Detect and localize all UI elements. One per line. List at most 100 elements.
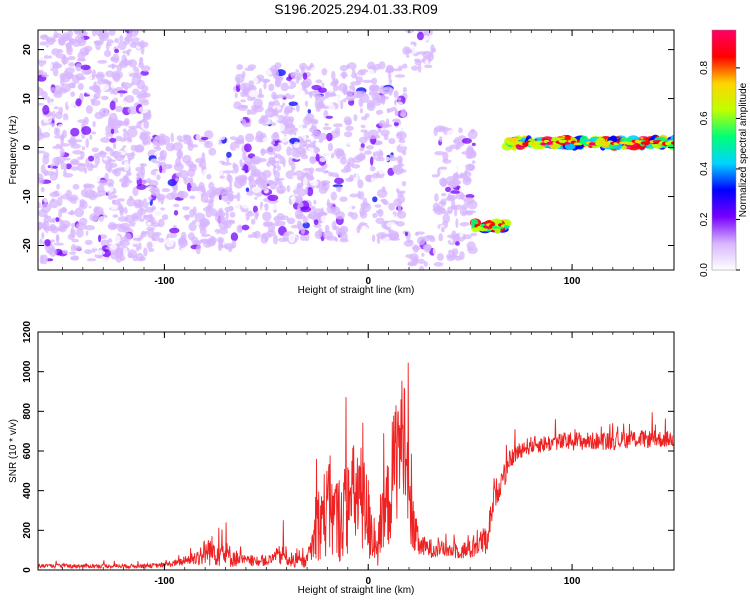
spectrogram-cell: [359, 191, 365, 200]
spectrogram-x-tick-label: -100: [154, 276, 174, 287]
spectrogram-cell: [369, 165, 376, 172]
spectrogram-cell: [267, 101, 275, 106]
spectrogram-cell: [143, 247, 148, 257]
spectrogram-cell: [308, 167, 315, 174]
snr-y-tick-label: 1000: [22, 360, 33, 383]
spectrogram-cell: [135, 11, 143, 19]
spectrogram-cell: [50, 87, 56, 92]
spectrogram-cell: [148, 179, 159, 188]
spectrogram-cell: [39, 238, 43, 245]
spectrogram-cell: [148, 248, 155, 252]
spectrogram-cell: [291, 195, 296, 205]
spectrogram-cell: [240, 99, 247, 103]
spectrogram-cell: [452, 244, 458, 249]
spectrogram-cell: [116, 185, 122, 195]
spectrogram-x-ticks: -100 0 100: [62, 30, 675, 287]
spectrogram-cell: [241, 70, 246, 78]
spectrogram-cell: [336, 186, 342, 193]
spectrogram-cell: [221, 191, 231, 202]
spectrogram-cell: [179, 220, 186, 229]
spectrogram-cell: [119, 92, 124, 98]
spectrogram-cell: [263, 203, 269, 211]
spectrogram-cell: [55, 217, 60, 223]
spectrogram-cell: [136, 79, 146, 90]
spectrogram-cell: [260, 148, 266, 156]
spectrogram-cell: [82, 12, 91, 18]
spectrogram-cell: [451, 250, 456, 261]
spectrogram-cell: [129, 206, 136, 212]
spectrogram-cell: [110, 204, 119, 210]
spectrogram-cell: [321, 68, 328, 76]
spectrogram-cell: [392, 164, 401, 173]
spectrogram-cell: [271, 91, 277, 100]
spectrogram-cell: [354, 73, 358, 80]
spectrogram-cell: [279, 180, 283, 189]
spectrogram-cell: [217, 134, 226, 141]
spectrogram-cell: [143, 120, 150, 129]
spectrogram-cell: [372, 172, 380, 179]
spectrogram-cell: [303, 134, 307, 142]
spectrogram-cell: [127, 249, 138, 259]
spectrogram-cell: [152, 160, 161, 164]
spectrogram-cell: [160, 207, 166, 211]
spectrogram-cell: [401, 180, 407, 187]
spectrogram-cell: [427, 273, 435, 276]
spectrogram-cell: [110, 82, 117, 89]
spectrogram-y-tick-label: 20: [22, 44, 33, 56]
spectrogram-cell: [121, 181, 127, 188]
spectrogram-cell: [61, 56, 69, 65]
spectrogram-cell: [75, 98, 82, 107]
spectrogram-cell: [395, 111, 399, 116]
spectrogram-cell: [233, 107, 239, 116]
spectrogram-cell: [140, 70, 149, 76]
spectrogram-cell: [151, 222, 161, 228]
spectrogram-cell: [66, 14, 75, 20]
spectrogram-cell: [332, 85, 339, 92]
spectrogram-cell: [362, 79, 373, 83]
spectrogram-cell: [310, 66, 319, 75]
spectrogram-cell: [224, 186, 232, 192]
spectrogram-cell: [56, 11, 62, 19]
spectrogram-cell: [462, 234, 472, 240]
spectrogram-cell: [372, 212, 378, 219]
snr-background: [38, 332, 674, 570]
spectrogram-cell: [107, 222, 117, 231]
spectrogram-cell: [337, 228, 346, 237]
spectrogram-cell: [50, 98, 54, 103]
spectrogram-cell: [249, 172, 259, 177]
spectrogram-cell: [248, 80, 254, 87]
spectrogram-cell: [378, 61, 386, 70]
spectrogram-cell: [175, 172, 182, 178]
spectrogram-cell: [394, 74, 406, 78]
spectrogram-cell: [415, 20, 420, 27]
spectrogram-cell: [462, 210, 473, 215]
spectrogram-cell: [302, 216, 308, 224]
spectrogram-cell: [262, 169, 272, 179]
spectrogram-cell: [388, 213, 396, 220]
spectrogram-cell: [239, 170, 246, 177]
spectrogram-cell: [146, 226, 156, 231]
spectrogram-cell: [277, 165, 281, 171]
spectrogram-cell: [64, 67, 75, 74]
spectrogram-cell: [38, 87, 44, 97]
spectrogram-cell: [272, 166, 276, 175]
spectrogram-cell: [309, 141, 315, 148]
spectrogram-cell: [83, 116, 89, 125]
spectrogram-cell: [138, 106, 149, 114]
spectrogram-cell: [315, 153, 320, 162]
spectrogram-cell: [172, 142, 183, 151]
spectrogram-cell: [350, 212, 358, 220]
spectrogram-cell: [74, 17, 85, 25]
spectrogram-cell: [353, 114, 358, 122]
spectrogram-cell: [139, 157, 146, 164]
spectrogram-cell: [251, 155, 262, 165]
spectrogram-cell: [357, 179, 364, 189]
spectrogram-cell: [110, 57, 119, 61]
spectrogram-cell: [98, 216, 106, 225]
spectrogram-cell: [423, 261, 428, 267]
spectrogram-cell: [319, 142, 329, 151]
spectrogram-cell: [434, 193, 439, 203]
spectrogram-cell: [136, 245, 140, 252]
spectrogram-cell: [99, 107, 110, 117]
